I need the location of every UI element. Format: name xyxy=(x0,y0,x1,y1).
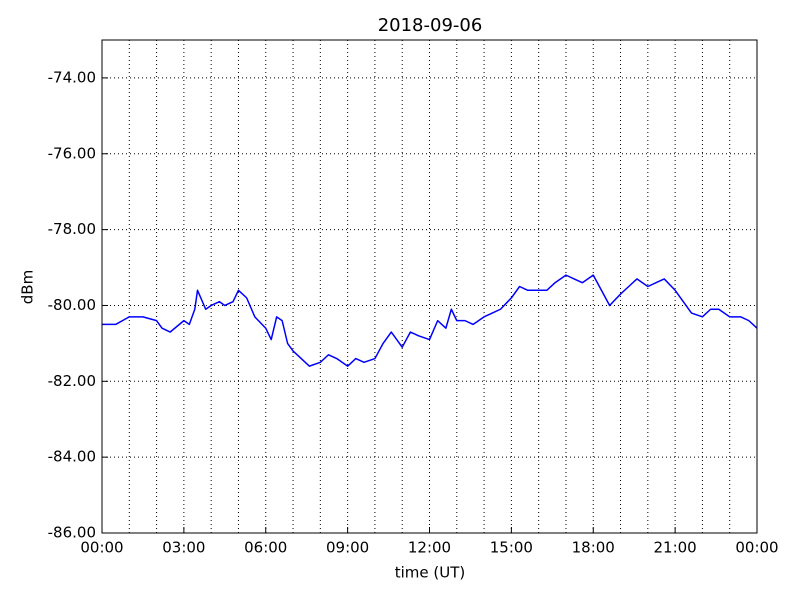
x-tick-label: 00:00 xyxy=(735,539,778,557)
x-axis-label: time (UT) xyxy=(395,564,466,582)
chart-title: 2018-09-06 xyxy=(378,15,483,36)
x-tick-label: 18:00 xyxy=(572,539,615,557)
y-tick-label: -80.00 xyxy=(48,296,96,314)
y-tick-label: -82.00 xyxy=(48,372,96,390)
y-tick-label: -84.00 xyxy=(48,448,96,466)
x-tick-label: 21:00 xyxy=(654,539,697,557)
y-tick-label: -78.00 xyxy=(48,220,96,238)
x-tick-label: 09:00 xyxy=(326,539,369,557)
x-tick-label: 03:00 xyxy=(162,539,205,557)
y-tick-label: -74.00 xyxy=(48,68,96,86)
x-tick-label: 06:00 xyxy=(244,539,287,557)
x-tick-label: 12:00 xyxy=(408,539,451,557)
data-line xyxy=(102,274,758,367)
plot-frame xyxy=(101,39,758,534)
y-tick-label: -86.00 xyxy=(48,524,96,542)
y-axis-label: dBm xyxy=(19,270,37,304)
x-tick-label: 15:00 xyxy=(490,539,533,557)
y-tick-label: -76.00 xyxy=(48,144,96,162)
x-tick-label: 00:00 xyxy=(80,539,123,557)
